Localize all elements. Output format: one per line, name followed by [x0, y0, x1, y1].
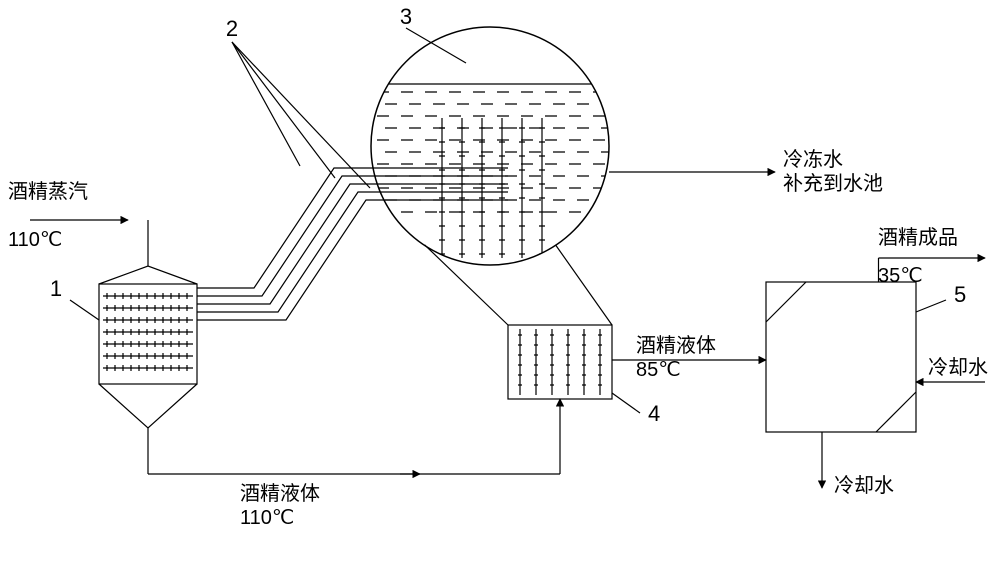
callout-3: 3: [400, 4, 412, 29]
heat-pipe: [197, 176, 508, 296]
heat-pipe: [197, 168, 508, 288]
condenser2-body: [508, 325, 612, 399]
magnifier-circle: [371, 27, 609, 265]
callout-5-leader: [916, 300, 946, 312]
vapor-label-2: 110℃: [8, 229, 62, 251]
vapor-label-1: 酒精蒸汽: [8, 180, 88, 203]
callout-2-leader: [232, 42, 335, 178]
cooler-diag: [766, 282, 806, 322]
callout-5: 5: [954, 282, 966, 307]
callout-1-leader: [70, 300, 99, 320]
process-diagram: 1243冷冻水补充到水池5酒精蒸汽110℃酒精液体110℃酒精液体85℃酒精成品…: [0, 0, 1000, 562]
callout-2: 2: [226, 16, 238, 41]
coolout-label: 冷却水: [834, 474, 894, 497]
liq85-label-2: 85℃: [636, 359, 681, 381]
magnifier-leader: [555, 245, 612, 325]
heat-pipe: [197, 192, 508, 312]
chilled-label-1: 冷冻水: [783, 148, 843, 171]
heat-pipe: [197, 184, 508, 304]
chilled-label-2: 补充到水池: [783, 172, 883, 195]
callout-2-leader: [232, 42, 370, 188]
coolin-label: 冷却水: [928, 356, 988, 379]
cooler-body: [766, 282, 916, 432]
callout-3-leader: [406, 28, 466, 63]
condenser1-bottom: [99, 384, 197, 428]
cooler-diag: [876, 392, 916, 432]
callout-1: 1: [50, 276, 62, 301]
liq110-label-1: 酒精液体: [240, 482, 320, 505]
product-label-2: 35℃: [878, 265, 923, 287]
callout-4: 4: [648, 401, 660, 426]
liq85-label-1: 酒精液体: [636, 334, 716, 357]
condenser1-top: [99, 266, 197, 284]
magnifier-leader: [425, 245, 508, 325]
liq110-label-2: 110℃: [240, 507, 294, 529]
condenser1-body: [99, 284, 197, 384]
callout-4-leader: [612, 393, 640, 413]
product-label-1: 酒精成品: [878, 226, 958, 249]
heat-pipe: [197, 200, 508, 320]
